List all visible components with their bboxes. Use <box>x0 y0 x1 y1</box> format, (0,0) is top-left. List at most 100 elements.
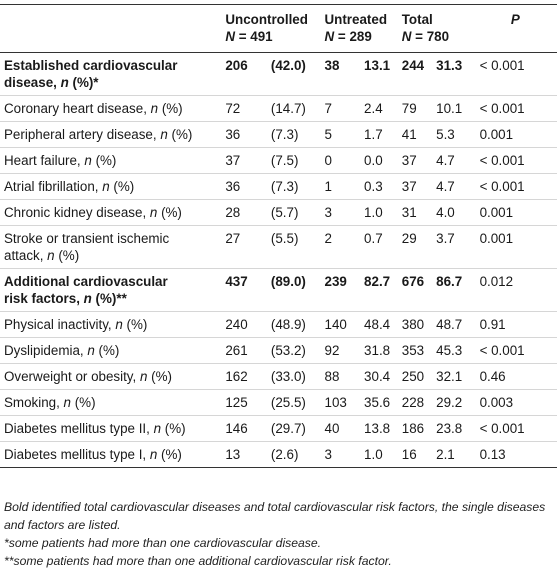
row-label: Coronary heart disease, n (%) <box>0 95 226 122</box>
uncontrolled-percent: (2.6) <box>270 441 325 468</box>
uncontrolled-percent: (89.0) <box>270 268 325 312</box>
row-label: Diabetes mellitus type II, n (%) <box>0 415 226 442</box>
uncontrolled-count: 36 <box>225 121 271 148</box>
header-untreated: Untreated N = 289 <box>324 4 402 53</box>
total-percent: 31.3 <box>436 58 463 73</box>
total-count: 16 <box>401 441 437 468</box>
untreated-count: 1 <box>324 173 365 200</box>
untreated-count: 38 <box>324 58 340 73</box>
uncontrolled-count: 261 <box>225 337 271 364</box>
row-label: Peripheral artery disease, n (%) <box>0 121 226 148</box>
uncontrolled-percent: (42.0) <box>270 58 306 73</box>
header-untreated-n: N = 289 <box>324 29 372 44</box>
uncontrolled-percent: (25.5) <box>270 389 325 416</box>
total-percent: 10.1 <box>436 95 474 122</box>
p-value: < 0.001 <box>473 173 557 200</box>
header-total-n-value: = 780 <box>415 29 450 44</box>
total-percent: 23.8 <box>436 415 474 442</box>
untreated-percent: 30.4 <box>364 363 402 390</box>
untreated-count: 0 <box>324 147 365 174</box>
table-footnotes: Bold identified total cardiovascular dis… <box>4 498 554 570</box>
p-value: 0.001 <box>473 199 557 226</box>
header-total-label: Total <box>401 12 433 27</box>
untreated-percent: 48.4 <box>364 311 402 338</box>
uncontrolled-count: 13 <box>225 441 271 468</box>
total-percent: 2.1 <box>436 441 474 468</box>
total-count: 41 <box>401 121 437 148</box>
header-uncontrolled-n: N = 491 <box>225 29 273 44</box>
row-label: Additional cardiovascular risk factors, n… <box>0 268 226 312</box>
row-label: Dyslipidemia, n (%) <box>0 337 226 364</box>
table-row: Coronary heart disease, n (%) 72 (14.7) 7 2.… <box>0 95 557 122</box>
table-row: Overweight or obesity, n (%) 162 (33.0) 88 3… <box>0 363 557 390</box>
row-label: Overweight or obesity, n (%) <box>0 363 226 390</box>
total-percent: 32.1 <box>436 363 474 390</box>
header-row: Uncontrolled N = 491 Untreated N = 289 T… <box>0 4 557 53</box>
untreated-percent: 0.0 <box>364 147 402 174</box>
untreated-percent: 35.6 <box>364 389 402 416</box>
untreated-percent: 1.7 <box>364 121 402 148</box>
uncontrolled-percent: (5.7) <box>270 199 325 226</box>
total-count: 31 <box>401 199 437 226</box>
untreated-count: 5 <box>324 121 365 148</box>
total-percent: 3.7 <box>436 225 474 269</box>
uncontrolled-count: 240 <box>225 311 271 338</box>
untreated-count: 40 <box>324 415 365 442</box>
uncontrolled-count: 206 <box>225 58 248 73</box>
row-label: Chronic kidney disease, n (%) <box>0 199 226 226</box>
total-count: 676 <box>401 268 437 312</box>
uncontrolled-percent: (7.3) <box>270 121 325 148</box>
uncontrolled-count: 146 <box>225 415 271 442</box>
uncontrolled-percent: (33.0) <box>270 363 325 390</box>
table-row: Smoking, n (%) 125 (25.5) 103 35.6 228 29.2 0.0… <box>0 389 557 416</box>
total-percent: 4.7 <box>436 147 474 174</box>
p-value: < 0.001 <box>473 337 557 364</box>
total-count: 228 <box>401 389 437 416</box>
header-total-n: N = 780 <box>401 29 450 44</box>
header-uncontrolled: Uncontrolled N = 491 <box>225 4 325 53</box>
untreated-percent: 1.0 <box>364 441 402 468</box>
table-row: Additional cardiovascular risk factors, n… <box>0 268 557 312</box>
p-value: < 0.001 <box>473 95 557 122</box>
p-value: 0.003 <box>473 389 557 416</box>
table-row: Stroke or transient ischemic attack, n (%… <box>0 225 557 269</box>
untreated-count: 2 <box>324 225 365 269</box>
untreated-percent: 13.8 <box>364 415 402 442</box>
table-row: Peripheral artery disease, n (%) 36 (7.3) 5… <box>0 121 557 148</box>
total-count: 29 <box>401 225 437 269</box>
header-uncontrolled-label: Uncontrolled <box>225 12 308 27</box>
total-count: 37 <box>401 173 437 200</box>
table-row: Diabetes mellitus type I, n (%) 13 (2.6) 3 1… <box>0 441 557 468</box>
footnote-star1: *some patients had more than one cardiov… <box>4 536 322 550</box>
table-row: Dyslipidemia, n (%) 261 (53.2) 92 31.8 353 45.… <box>0 337 557 364</box>
uncontrolled-count: 27 <box>225 225 271 269</box>
table-row: Chronic kidney disease, n (%) 28 (5.7) 3 1.0… <box>0 199 557 226</box>
total-count: 353 <box>401 337 437 364</box>
uncontrolled-count: 37 <box>225 147 271 174</box>
total-count: 380 <box>401 311 437 338</box>
total-count: 186 <box>401 415 437 442</box>
total-percent: 4.7 <box>436 173 474 200</box>
untreated-percent: 31.8 <box>364 337 402 364</box>
uncontrolled-count: 125 <box>225 389 271 416</box>
header-p: P <box>473 4 557 53</box>
table-header: Uncontrolled N = 491 Untreated N = 289 T… <box>0 4 557 53</box>
header-uncontrolled-n-value: = 491 <box>238 29 273 44</box>
untreated-percent: 0.3 <box>364 173 402 200</box>
row-label: Established cardiovascular disease, n (%)… <box>4 58 178 90</box>
uncontrolled-percent: (7.3) <box>270 173 325 200</box>
header-untreated-label: Untreated <box>324 12 388 27</box>
uncontrolled-count: 162 <box>225 363 271 390</box>
table-row: Diabetes mellitus type II, n (%) 146 (29.7… <box>0 415 557 442</box>
data-table: Uncontrolled N = 491 Untreated N = 289 T… <box>0 4 557 468</box>
untreated-count: 3 <box>324 441 365 468</box>
p-value: 0.46 <box>473 363 557 390</box>
p-value: 0.001 <box>473 121 557 148</box>
p-value: < 0.001 <box>479 58 525 73</box>
uncontrolled-count: 437 <box>225 268 271 312</box>
total-percent: 48.7 <box>436 311 474 338</box>
header-total: Total N = 780 <box>401 4 474 53</box>
uncontrolled-count: 72 <box>225 95 271 122</box>
p-value: 0.91 <box>473 311 557 338</box>
